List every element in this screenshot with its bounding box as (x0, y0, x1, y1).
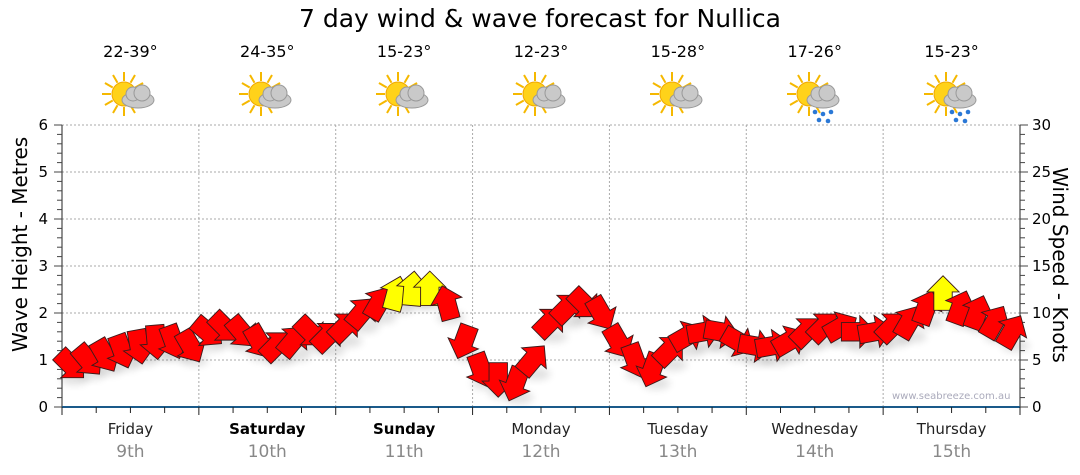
temp-range: 15-28° (650, 42, 706, 61)
sun-cloud-icon (511, 68, 571, 126)
sun-cloud-icon (100, 68, 160, 126)
left-axis-label: Wave Height - Metres (8, 136, 32, 352)
date-label: 12th (521, 442, 561, 462)
right-tick-label: 5 (1032, 351, 1042, 369)
day-label[interactable]: Monday (511, 420, 571, 438)
right-tick-label: 15 (1032, 257, 1051, 275)
right-tick-label: 25 (1032, 163, 1051, 181)
sun-cloud-icon (648, 68, 708, 126)
date-label: 15th (932, 442, 972, 462)
wind-arrow (994, 315, 1028, 351)
wind-arrow (429, 285, 464, 323)
day-label[interactable]: Saturday (229, 420, 306, 438)
sun-cloud-rain-icon (785, 68, 845, 126)
left-tick-label: 3 (38, 257, 48, 275)
left-tick-label: 1 (38, 351, 48, 369)
wind-arrow (447, 322, 480, 360)
day-label[interactable]: Thursday (916, 420, 987, 438)
temp-range: 15-23° (924, 42, 979, 61)
right-axis-label: Wind Speed - Knots (1048, 167, 1072, 363)
right-tick-label: 0 (1032, 398, 1042, 416)
right-tick-label: 10 (1032, 304, 1051, 322)
day-label[interactable]: Wednesday (771, 420, 859, 438)
sun-cloud-icon (374, 68, 434, 126)
sun-cloud-icon (237, 68, 297, 126)
day-label[interactable]: Friday (107, 420, 154, 438)
wind-arrow (514, 345, 547, 379)
wind-arrow (173, 326, 207, 363)
temp-range: 17-26° (787, 42, 842, 61)
sun-cloud-rain-icon (922, 68, 982, 126)
wind-arrow (498, 364, 531, 402)
left-tick-label: 2 (38, 304, 48, 322)
left-tick-label: 4 (38, 210, 48, 228)
wind-arrow (977, 305, 1011, 342)
left-tick-label: 6 (38, 116, 48, 134)
left-tick-label: 5 (38, 163, 48, 181)
date-label: 9th (116, 442, 145, 462)
temp-range: 22-39° (103, 42, 158, 61)
date-label: 14th (795, 442, 835, 462)
temp-range: 24-35° (240, 42, 295, 61)
right-tick-label: 20 (1032, 210, 1051, 228)
left-tick-label: 0 (38, 398, 48, 416)
chart-title: 7 day wind & wave forecast for Nullica (299, 4, 781, 33)
day-label[interactable]: Tuesday (647, 420, 709, 438)
watermark: www.seabreeze.com.au (892, 391, 1011, 402)
date-label: 11th (384, 442, 424, 462)
day-label[interactable]: Sunday (372, 420, 436, 438)
temp-range: 15-23° (376, 42, 432, 61)
right-tick-label: 30 (1032, 116, 1051, 134)
date-label: 10th (247, 442, 287, 462)
date-label: 13th (658, 442, 698, 462)
temp-range: 12-23° (513, 42, 569, 61)
wind-arrow (584, 293, 617, 330)
